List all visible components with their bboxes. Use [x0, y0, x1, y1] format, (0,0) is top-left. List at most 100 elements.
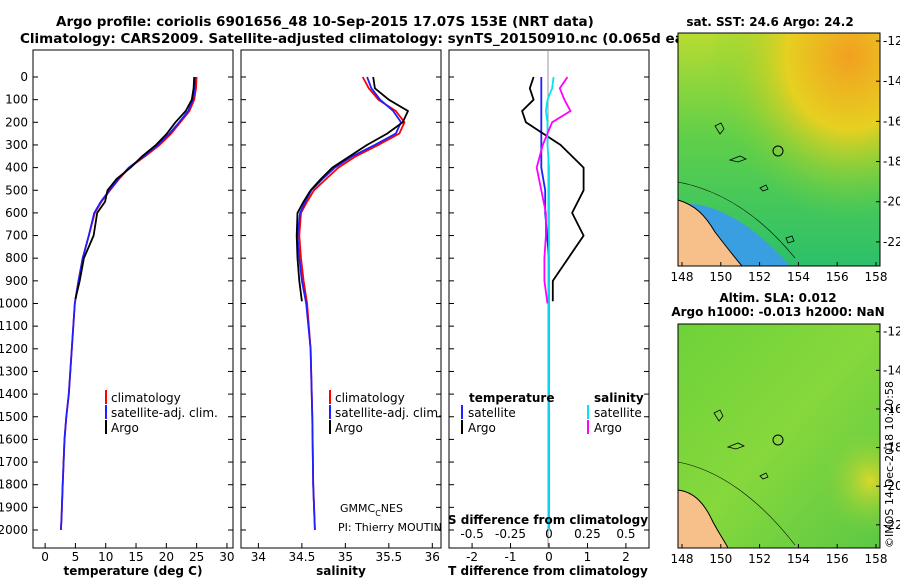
- legend-s-satellite-label: satellite: [594, 406, 642, 420]
- sla-lat-axis: -12 -14 -16 -18 -20 -22: [876, 325, 900, 532]
- title-line-1: Argo profile: coriolis 6901656_48 10-Sep…: [56, 14, 594, 30]
- imos-timestamp: ©IMOS 14-Dec-2018 10:20:58: [883, 381, 896, 548]
- lon-tick-label: 150: [709, 270, 732, 284]
- salinity-panel: [240, 49, 442, 549]
- sla-map-frame: [677, 323, 881, 549]
- legend-salinity-title: salinity: [594, 391, 644, 405]
- salinity-difference-axis: -0.5 -0.25 0 0.25 0.5: [460, 527, 635, 541]
- lon-tick-label: 156: [826, 270, 849, 284]
- title-line-2: Climatology: CARS2009. Satellite-adjuste…: [20, 31, 722, 47]
- t-difference-tick-label: -2: [466, 550, 478, 564]
- salinity-tick-label: 34: [251, 550, 266, 564]
- lat-tick-label: -12: [883, 325, 900, 339]
- lat-tick-label: -16: [883, 402, 900, 416]
- depth-tick-label: 1700: [0, 455, 28, 469]
- depth-tick-label: 1600: [0, 432, 28, 446]
- depth-tick-label: 300: [5, 138, 28, 152]
- lon-tick-label: 154: [787, 270, 810, 284]
- depth-tick-label: 600: [5, 206, 28, 220]
- temperature-tick-label: 0: [41, 550, 49, 564]
- lat-tick-label: -12: [883, 34, 900, 48]
- sst-map-frame: [677, 32, 881, 267]
- temperature-tick-label: 30: [219, 550, 234, 564]
- sst-land-australia: [677, 199, 744, 267]
- temperature-tick-label: 5: [72, 550, 80, 564]
- t-difference-tick-label: -1: [505, 550, 517, 564]
- sst-shelf-contour: [677, 181, 796, 259]
- sla-shelf-contour: [677, 461, 796, 546]
- salinity-axis-label: salinity: [316, 564, 366, 578]
- depth-tick-label: 1900: [0, 500, 28, 514]
- lon-tick-label: 156: [826, 552, 849, 566]
- series-argo: [74, 76, 196, 300]
- s-difference-tick-label: 0.5: [616, 527, 635, 541]
- sla-lon-axis: 148 150 152 154 156 158: [671, 544, 888, 566]
- lon-tick-label: 148: [671, 552, 694, 566]
- depth-tick-label: 1100: [0, 319, 28, 333]
- series-argo: [295, 76, 409, 302]
- series-layer: [60, 76, 585, 531]
- sla-map-title-2: Argo h1000: -0.013 h2000: NaN: [671, 305, 884, 319]
- lon-tick-label: 148: [671, 270, 694, 284]
- lat-tick-label: -22: [883, 235, 900, 249]
- temperature-tick-label: 20: [159, 550, 174, 564]
- temperature-tick-label: 10: [98, 550, 113, 564]
- salinity-tick-label: 35.5: [375, 550, 402, 564]
- legend-t-argo-label: Argo: [468, 421, 496, 435]
- depth-tick-label: 100: [5, 93, 28, 107]
- t-difference-tick-label: 1: [584, 550, 592, 564]
- legend-satellite-label: satellite-adj. clim.: [335, 406, 442, 420]
- credit-gmmc: GMMCCNES: [340, 502, 403, 518]
- sst-map-title: sat. SST: 24.6 Argo: 24.2: [686, 15, 853, 29]
- sst-lon-axis: 148 150 152 154 156 158: [671, 262, 888, 284]
- depth-axis: 0 100 200 300 400 500 600 700 800 900 1000 1100 1200…: [0, 70, 649, 537]
- s-difference-tick-label: -0.25: [495, 527, 526, 541]
- t-difference-axis-label: T difference from climatology: [448, 564, 648, 578]
- sst-reefs: [714, 122, 795, 244]
- lat-tick-label: -18: [883, 441, 900, 455]
- series-salinity-satellite: [545, 76, 555, 530]
- series-temperature-argo: [521, 76, 585, 302]
- lat-tick-label: -22: [883, 518, 900, 532]
- lon-tick-label: 158: [865, 552, 888, 566]
- t-difference-tick-label: 2: [622, 550, 630, 564]
- depth-tick-label: 1300: [0, 364, 28, 378]
- temperature-tick-label: 15: [128, 550, 143, 564]
- lon-tick-label: 152: [748, 270, 771, 284]
- t-difference-tick-label: 0: [545, 550, 553, 564]
- sla-reefs: [713, 409, 769, 480]
- series-satellite-adj-clim: [60, 76, 197, 531]
- temperature-legend: climatology satellite-adj. clim. Argo: [105, 390, 218, 435]
- sla-map-title-1: Altim. SLA: 0.012: [719, 291, 836, 305]
- depth-tick-label: 400: [5, 161, 28, 175]
- lon-tick-label: 158: [865, 270, 888, 284]
- difference-x-axis: -2 -1 0 1 2: [466, 543, 630, 564]
- temperature-tick-label: 25: [189, 550, 204, 564]
- temperature-panel: [32, 49, 234, 549]
- legend-s-argo-label: Argo: [594, 421, 622, 435]
- lat-tick-label: -14: [883, 363, 900, 377]
- lat-tick-label: -16: [883, 114, 900, 128]
- lon-tick-label: 150: [709, 552, 732, 566]
- credit-pi: PI: Thierry MOUTIN: [338, 521, 442, 534]
- legend-climatology-label: climatology: [335, 391, 405, 405]
- salinity-tick-label: 36: [425, 550, 440, 564]
- depth-tick-label: 1500: [0, 410, 28, 424]
- depth-tick-label: 0: [20, 70, 28, 84]
- depth-tick-label: 500: [5, 183, 28, 197]
- lon-tick-label: 154: [787, 552, 810, 566]
- s-difference-tick-label: -0.5: [460, 527, 483, 541]
- salinity-tick-label: 34.5: [289, 550, 316, 564]
- sla-land-australia: [677, 489, 729, 549]
- legend-argo-label: Argo: [111, 421, 139, 435]
- lat-tick-label: -20: [883, 479, 900, 493]
- sla-argo-location-marker: [772, 434, 784, 446]
- legend-satellite-label: satellite-adj. clim.: [111, 406, 218, 420]
- sla-map: Altim. SLA: 0.012 Argo h1000: -0.013 h20…: [671, 291, 900, 566]
- salinity-x-axis: 34 34.5 35 35.5 36: [251, 543, 440, 564]
- depth-tick-label: 1200: [0, 342, 28, 356]
- salinity-legend: climatology satellite-adj. clim. Argo: [329, 390, 442, 435]
- legend-temperature-title: temperature: [469, 391, 554, 405]
- sla-high-region: [678, 324, 880, 548]
